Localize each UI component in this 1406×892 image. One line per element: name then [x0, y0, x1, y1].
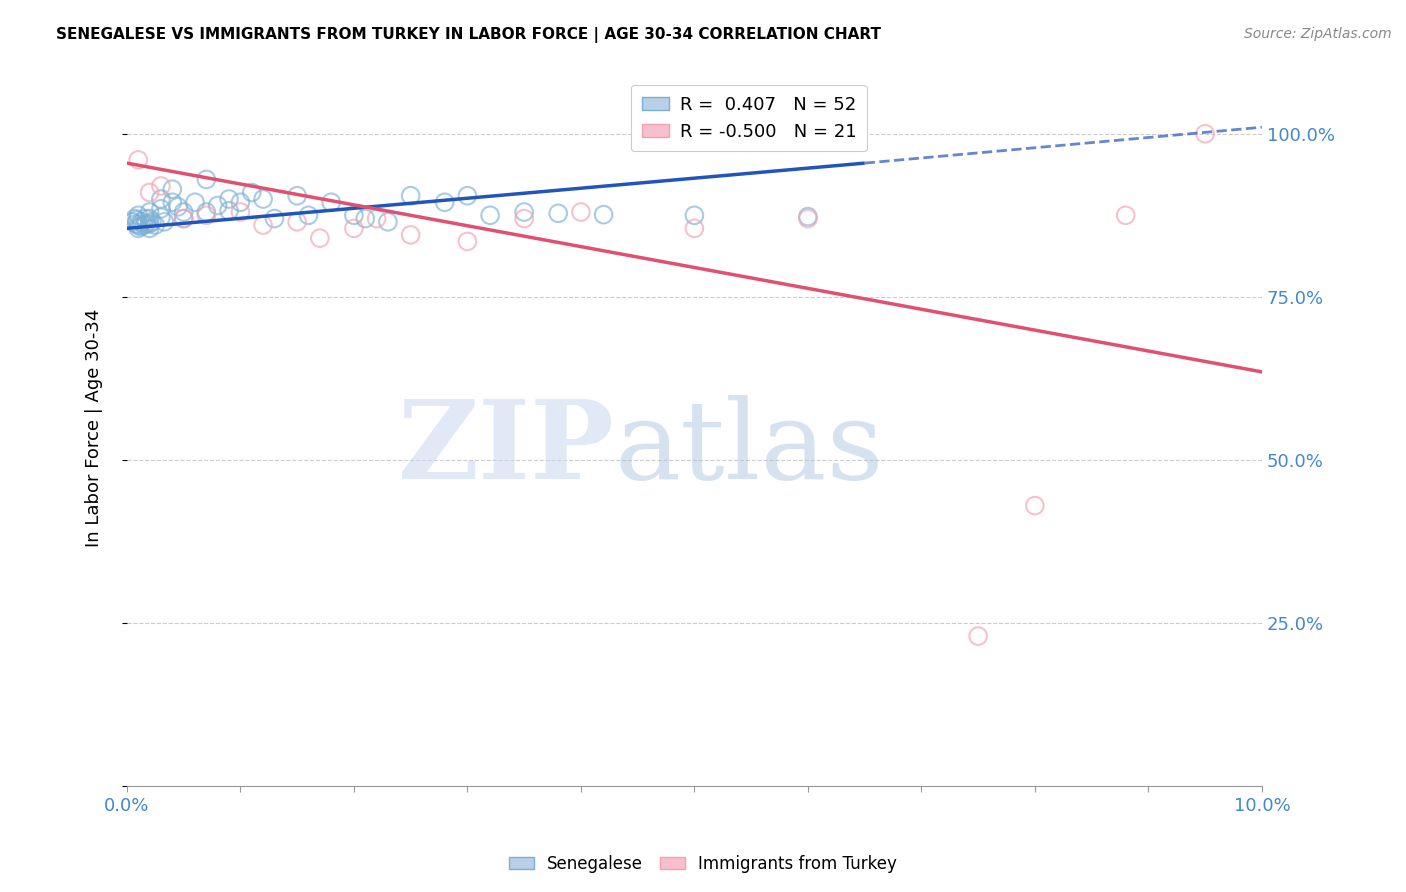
Point: [173, 211, 195, 226]
Point: [683, 221, 706, 235]
Point: [285, 215, 308, 229]
Point: [797, 211, 820, 226]
Point: [263, 211, 285, 226]
Point: [1024, 499, 1046, 513]
Point: [569, 205, 592, 219]
Point: [218, 192, 240, 206]
Point: [592, 208, 614, 222]
Point: [229, 195, 252, 210]
Point: [252, 218, 274, 232]
Point: [124, 211, 146, 226]
Point: [141, 215, 163, 229]
Point: [149, 192, 172, 206]
Point: [132, 218, 155, 232]
Point: [127, 221, 149, 235]
Point: [195, 172, 218, 186]
Point: [1115, 208, 1137, 222]
Point: [138, 217, 160, 231]
Point: [173, 205, 195, 219]
Point: [127, 153, 149, 167]
Point: [513, 211, 536, 226]
Point: [207, 198, 229, 212]
Point: [308, 231, 330, 245]
Point: [153, 215, 176, 229]
Point: [297, 208, 319, 222]
Point: [195, 208, 218, 222]
Point: [240, 186, 263, 200]
Point: [138, 221, 160, 235]
Point: [229, 205, 252, 219]
Point: [547, 206, 569, 220]
Point: [354, 211, 377, 226]
Point: [184, 195, 207, 210]
Point: [195, 205, 218, 219]
Text: ZIP: ZIP: [398, 395, 614, 502]
Point: [366, 211, 388, 226]
Point: [127, 208, 149, 222]
Point: [683, 208, 706, 222]
Point: [321, 195, 343, 210]
Point: [797, 210, 820, 224]
Text: Source: ZipAtlas.com: Source: ZipAtlas.com: [1244, 27, 1392, 41]
Point: [399, 188, 422, 202]
Point: [513, 205, 536, 219]
Text: atlas: atlas: [614, 395, 884, 502]
Point: [121, 215, 143, 229]
Point: [218, 203, 240, 218]
Point: [343, 221, 366, 235]
Point: [138, 211, 160, 226]
Point: [456, 188, 478, 202]
Point: [162, 195, 184, 210]
Point: [138, 186, 160, 200]
Point: [131, 215, 153, 229]
Text: SENEGALESE VS IMMIGRANTS FROM TURKEY IN LABOR FORCE | AGE 30-34 CORRELATION CHAR: SENEGALESE VS IMMIGRANTS FROM TURKEY IN …: [56, 27, 882, 43]
Point: [125, 217, 148, 231]
Point: [285, 188, 308, 202]
Legend: R =  0.407   N = 52, R = -0.500   N = 21: R = 0.407 N = 52, R = -0.500 N = 21: [631, 85, 868, 152]
Point: [143, 218, 166, 232]
Point: [456, 235, 478, 249]
Point: [967, 629, 990, 643]
Point: [134, 211, 156, 226]
Point: [149, 202, 172, 216]
Legend: Senegalese, Immigrants from Turkey: Senegalese, Immigrants from Turkey: [502, 848, 904, 880]
Point: [479, 208, 502, 222]
Point: [377, 215, 399, 229]
Point: [127, 218, 149, 232]
Point: [399, 227, 422, 242]
Point: [138, 205, 160, 219]
Point: [129, 219, 152, 234]
Point: [173, 211, 195, 226]
Point: [343, 208, 366, 222]
Point: [252, 192, 274, 206]
Point: [433, 195, 456, 210]
Point: [1194, 127, 1216, 141]
Y-axis label: In Labor Force | Age 30-34: In Labor Force | Age 30-34: [86, 308, 103, 547]
Point: [149, 211, 172, 225]
Point: [135, 217, 157, 231]
Point: [149, 178, 172, 193]
Point: [162, 182, 184, 196]
Point: [167, 200, 190, 214]
Point: [127, 212, 149, 227]
